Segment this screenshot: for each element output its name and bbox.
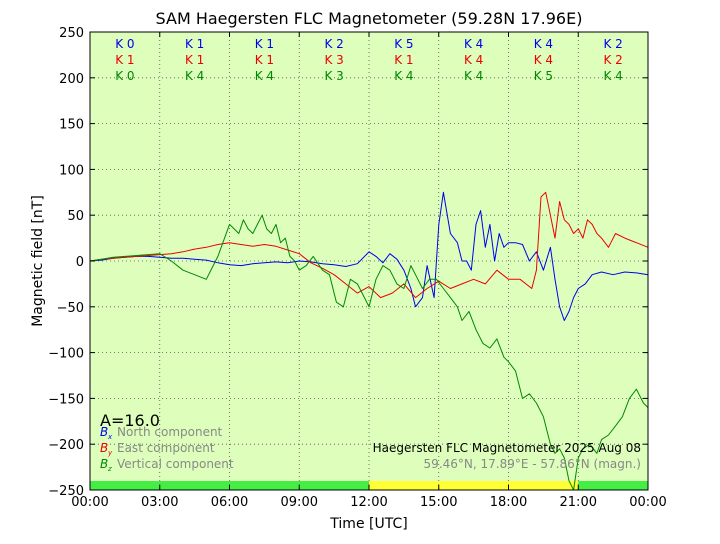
legend-symbol: B [100, 425, 108, 439]
legend-entry: North component [117, 425, 223, 439]
k-index-x: K 4 [464, 37, 483, 51]
legend-symbol: B [100, 441, 108, 455]
k-index-z: K 4 [394, 69, 413, 83]
k-index-labels: K 0 K 1 K 1 K 2 K 5 K 4 K 4 K 2 K 1 K 1 K 1 K 3 K 1 K… [115, 37, 623, 83]
legend-subscript: y [107, 449, 113, 457]
k-index-x: K 1 [185, 37, 204, 51]
status-bar-segment [578, 481, 648, 490]
y-tick-label: −150 [48, 392, 84, 407]
y-tick-label: 200 [59, 72, 84, 87]
legend-entry: East component [117, 441, 215, 455]
x-tick-label: 00:00 [71, 495, 108, 510]
x-tick-label: 06:00 [211, 495, 248, 510]
k-index-y: K 4 [534, 53, 553, 67]
y-tick-label: −100 [48, 347, 84, 362]
x-axis-label: Time [UTC] [329, 516, 407, 532]
k-index-y: K 1 [115, 53, 134, 67]
legend-subscript: x [107, 433, 113, 441]
y-axis: 250 200 150 100 50 0 −50 −100 −150 −200 −250 [48, 26, 648, 499]
x-tick-label: 21:00 [560, 495, 597, 510]
k-index-x: K 5 [394, 37, 413, 51]
k-index-y: K 1 [394, 53, 413, 67]
y-axis-label: Magnetic field [nT] [30, 195, 46, 327]
grid-lines [90, 32, 648, 490]
k-index-z: K 0 [115, 69, 134, 83]
series-lines [89, 191, 649, 491]
x-tick-label: 18:00 [490, 495, 527, 510]
a-index-label: A=16.0 [100, 411, 160, 430]
k-index-y: K 1 [185, 53, 204, 67]
series-line-y [89, 191, 649, 299]
x-axis: 00:00 03:00 06:00 09:00 12:00 15:00 18:00 21:00… [71, 32, 667, 510]
k-index-x: K 4 [534, 37, 553, 51]
series-line-x [89, 191, 649, 321]
legend-subscript: z [107, 465, 112, 473]
k-index-z: K 4 [464, 69, 483, 83]
y-tick-label: 50 [67, 209, 84, 224]
k-index-x: K 0 [115, 37, 134, 51]
legend-symbol: B [100, 457, 108, 471]
station-info-line2: 59.46°N, 17.89°E - 57.86°N (magn.) [424, 457, 641, 471]
legend-entry: Vertical component [117, 457, 234, 471]
series-line-z [89, 214, 649, 491]
k-index-z: K 3 [324, 69, 343, 83]
k-index-x: K 1 [255, 37, 274, 51]
k-index-y: K 4 [464, 53, 483, 67]
y-tick-label: −200 [48, 438, 84, 453]
status-bar-segment [369, 481, 579, 490]
k-index-z: K 4 [255, 69, 274, 83]
x-tick-label: 03:00 [141, 495, 178, 510]
y-tick-label: 150 [59, 118, 84, 133]
y-tick-label: −50 [57, 301, 84, 316]
x-tick-label: 12:00 [350, 495, 387, 510]
k-index-x: K 2 [603, 37, 622, 51]
k-index-y: K 1 [255, 53, 274, 67]
x-tick-label: 09:00 [281, 495, 318, 510]
k-index-y: K 3 [324, 53, 343, 67]
k-index-y: K 2 [603, 53, 622, 67]
k-index-z: K 5 [534, 69, 553, 83]
k-index-z: K 4 [185, 69, 204, 83]
k-index-z: K 4 [603, 69, 622, 83]
chart-title: SAM Haegersten FLC Magnetometer (59.28N … [156, 9, 583, 28]
y-tick-label: 0 [76, 255, 84, 270]
station-info-line1: Haegersten FLC Magnetometer 2025 Aug 08 [373, 441, 641, 455]
x-tick-label: 00:00 [629, 495, 666, 510]
y-tick-label: 100 [59, 163, 84, 178]
y-tick-label: 250 [59, 26, 84, 41]
k-index-x: K 2 [324, 37, 343, 51]
y-tick-label: −250 [48, 484, 84, 499]
x-tick-label: 15:00 [420, 495, 457, 510]
